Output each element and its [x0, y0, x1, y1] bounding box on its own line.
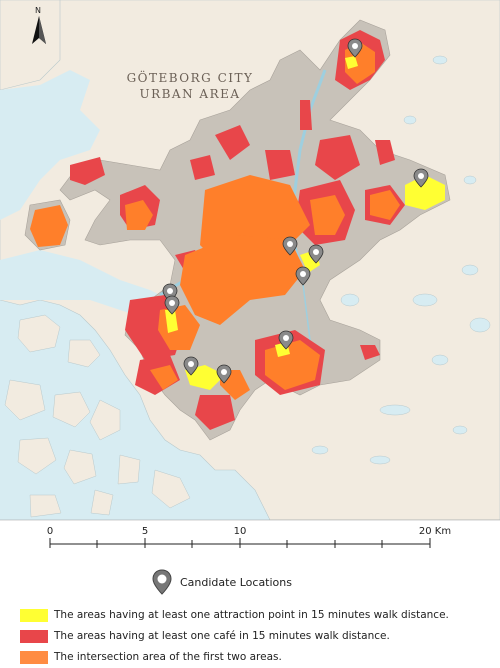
candidate-location-pin: [282, 236, 298, 256]
west-water: [0, 70, 100, 220]
legend-swatch-cafe: [20, 629, 48, 643]
scale-tick-20: 20 Km: [419, 526, 451, 537]
legend-swatch-intersection: [20, 650, 48, 664]
legend-candidate-label: Candidate Locations: [180, 575, 292, 589]
north-arrow: N: [28, 6, 50, 48]
candidate-pin-icon: [152, 569, 172, 595]
legend-label-attraction: The areas having at least one attraction…: [54, 609, 449, 621]
legend-label-intersection: The intersection area of the first two a…: [54, 651, 282, 663]
estuary-water: [0, 250, 170, 320]
map-canvas: GÖTEBORG CITY URBAN AREA: [0, 0, 500, 520]
legend-label-cafe: The areas having at least one café in 15…: [54, 630, 390, 642]
legend-swatch-attraction: [20, 608, 48, 622]
legend-item-attraction: The areas having at least one attraction…: [20, 607, 449, 623]
candidate-location-pin: [347, 38, 363, 58]
lakes: [311, 55, 491, 465]
scale-tick-10: 10: [234, 526, 247, 537]
north-label: N: [35, 6, 41, 15]
candidate-location-pin: [183, 356, 199, 376]
legend-candidate: Candidate Locations: [152, 568, 292, 596]
legend-item-intersection: The intersection area of the first two a…: [20, 649, 282, 665]
legend-item-cafe: The areas having at least one café in 15…: [20, 628, 390, 644]
map-title-line1: GÖTEBORG CITY: [127, 69, 254, 85]
candidate-location-pin: [216, 364, 232, 384]
north-arrow-icon: [32, 16, 46, 44]
islands: [4, 314, 191, 518]
scale-tick-5: 5: [142, 526, 148, 537]
candidate-location-pin: [308, 244, 324, 264]
scale-tick-0: 0: [47, 526, 53, 537]
candidate-pins: [162, 38, 429, 384]
map-title-line2: URBAN AREA: [139, 87, 240, 101]
candidate-location-pin: [164, 295, 180, 315]
candidate-location-pin: [295, 266, 311, 286]
attraction-areas: [165, 56, 445, 390]
candidate-location-pin: [278, 330, 294, 350]
scale-bar: 0 5 10 20 Km: [0, 519, 500, 548]
candidate-location-pin: [413, 168, 429, 188]
